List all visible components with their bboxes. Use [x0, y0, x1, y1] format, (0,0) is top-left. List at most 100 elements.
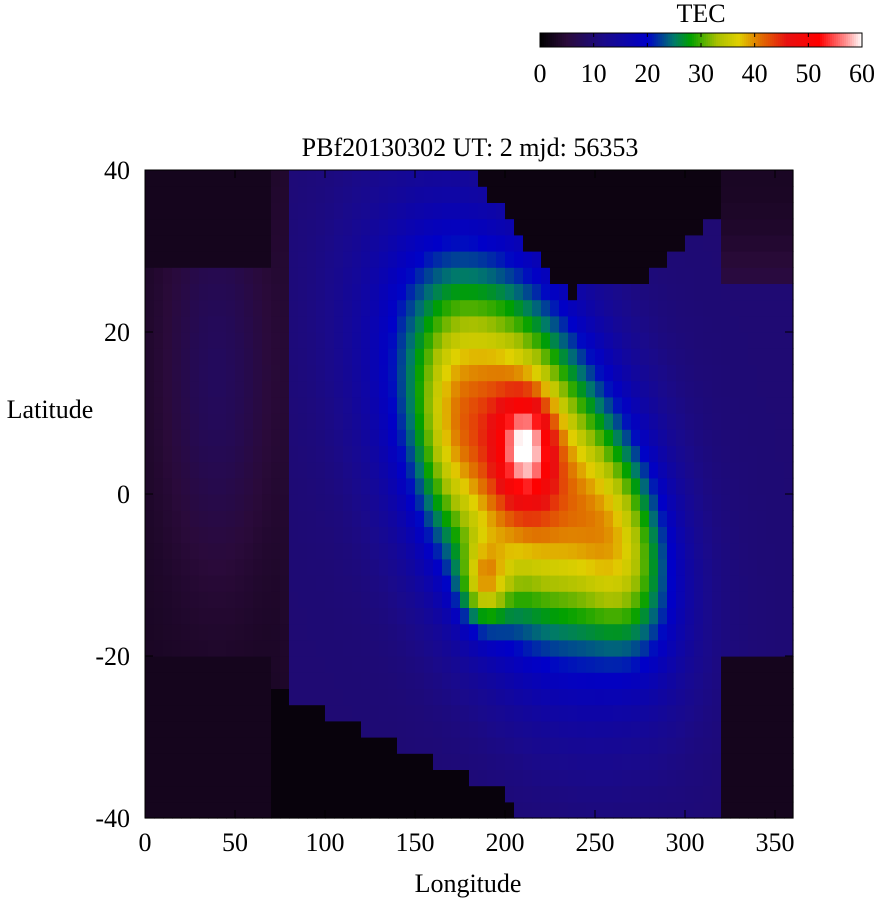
- colorbar-segment: [612, 33, 615, 47]
- heatmap-cell: [658, 704, 668, 722]
- heatmap-cell: [343, 413, 353, 430]
- heatmap-cell: [568, 526, 578, 544]
- heatmap-cell: [145, 704, 155, 722]
- heatmap-cell: [757, 315, 767, 333]
- colorbar-segment: [646, 33, 649, 47]
- heatmap-cell: [586, 656, 596, 673]
- heatmap-cell: [199, 413, 209, 430]
- heatmap-cell: [766, 737, 776, 754]
- heatmap-cell: [190, 186, 200, 203]
- heatmap-cell: [523, 461, 533, 479]
- heatmap-cell: [181, 704, 191, 722]
- heatmap-cell: [343, 299, 353, 317]
- heatmap-cell: [262, 267, 272, 284]
- heatmap-cell: [766, 494, 776, 511]
- heatmap-cell: [190, 267, 200, 284]
- heatmap-cell: [712, 315, 722, 333]
- heatmap-cell: [280, 623, 290, 641]
- heatmap-cell: [622, 170, 632, 187]
- heatmap-cell: [433, 575, 443, 592]
- heatmap-cell: [244, 299, 254, 317]
- heatmap-cell: [271, 461, 281, 479]
- heatmap-cell: [478, 315, 488, 333]
- heatmap-cell: [406, 267, 416, 284]
- heatmap-cell: [658, 299, 668, 317]
- heatmap-cell: [289, 494, 299, 511]
- heatmap-cell: [388, 720, 398, 738]
- heatmap-cell: [640, 170, 650, 187]
- heatmap-cell: [730, 413, 740, 430]
- heatmap-cell: [424, 202, 434, 220]
- heatmap-cell: [154, 202, 164, 220]
- heatmap-cell: [424, 737, 434, 754]
- heatmap-cell: [451, 591, 461, 608]
- heatmap-cell: [352, 413, 362, 430]
- heatmap-cell: [361, 494, 371, 511]
- heatmap-cell: [541, 251, 551, 268]
- heatmap-cell: [190, 380, 200, 398]
- heatmap-cell: [739, 445, 749, 463]
- heatmap-cell: [271, 348, 281, 365]
- heatmap-cell: [451, 380, 461, 398]
- heatmap-cell: [208, 186, 218, 203]
- heatmap-cell: [226, 170, 236, 187]
- heatmap-cell: [478, 704, 488, 722]
- heatmap-cell: [478, 186, 488, 203]
- heatmap-cell: [442, 494, 452, 511]
- heatmap-cell: [208, 720, 218, 738]
- heatmap-cell: [226, 267, 236, 284]
- heatmap-cell: [523, 445, 533, 463]
- heatmap-cell: [244, 494, 254, 511]
- heatmap-cell: [586, 785, 596, 803]
- heatmap-cell: [559, 801, 569, 819]
- heatmap-cell: [424, 234, 434, 252]
- heatmap-cell: [649, 267, 659, 284]
- heatmap-cell: [622, 656, 632, 673]
- heatmap-cell: [325, 656, 335, 673]
- heatmap-cell: [181, 332, 191, 349]
- heatmap-cell: [712, 396, 722, 414]
- heatmap-cell: [388, 299, 398, 317]
- heatmap-cell: [253, 575, 263, 592]
- heatmap-cell: [514, 623, 524, 641]
- heatmap-cell: [550, 315, 560, 333]
- colorbar-segment: [672, 33, 675, 47]
- heatmap-cell: [361, 234, 371, 252]
- heatmap-cell: [676, 575, 686, 592]
- heatmap-cell: [712, 380, 722, 398]
- heatmap-cell: [631, 348, 641, 365]
- heatmap-cell: [478, 396, 488, 414]
- heatmap-cell: [163, 186, 173, 203]
- heatmap-cell: [487, 461, 497, 479]
- heatmap-cell: [757, 267, 767, 284]
- heatmap-cell: [451, 607, 461, 625]
- heatmap-cell: [244, 477, 254, 495]
- heatmap-cell: [586, 218, 596, 236]
- heatmap-cell: [532, 202, 542, 220]
- heatmap-cell: [397, 656, 407, 673]
- heatmap-cell: [415, 445, 425, 463]
- heatmap-cell: [478, 461, 488, 479]
- heatmap-cell: [667, 396, 677, 414]
- heatmap-cell: [208, 332, 218, 349]
- heatmap-cell: [577, 234, 587, 252]
- heatmap-cell: [748, 251, 758, 268]
- heatmap-cell: [739, 737, 749, 754]
- heatmap-cell: [208, 785, 218, 803]
- heatmap-cell: [505, 170, 515, 187]
- heatmap-cell: [433, 494, 443, 511]
- heatmap-cell: [388, 769, 398, 787]
- heatmap-cell: [451, 283, 461, 301]
- heatmap-cell: [658, 461, 668, 479]
- heatmap-cell: [271, 380, 281, 398]
- heatmap-cell: [757, 639, 767, 657]
- heatmap-cell: [649, 575, 659, 592]
- heatmap-cell: [469, 623, 479, 641]
- heatmap-cell: [739, 283, 749, 301]
- heatmap-cell: [703, 623, 713, 641]
- heatmap-cell: [190, 299, 200, 317]
- colorbar-segment: [648, 33, 651, 47]
- heatmap-cell: [640, 639, 650, 657]
- heatmap-cell: [154, 510, 164, 527]
- heatmap-cell: [469, 656, 479, 673]
